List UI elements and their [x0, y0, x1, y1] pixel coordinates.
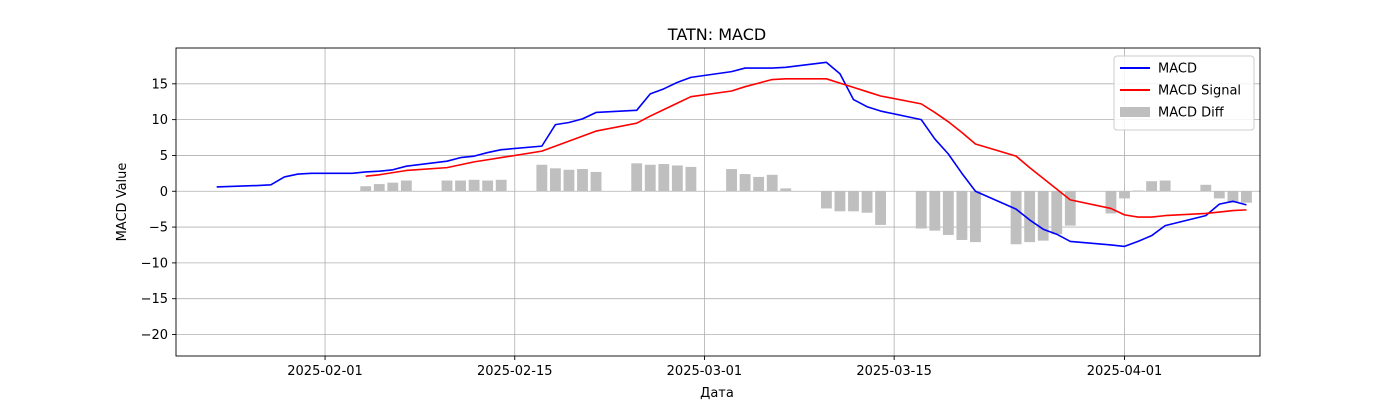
y-tick-label: −20 — [141, 328, 168, 343]
macd-diff-bar — [536, 164, 548, 192]
x-tick-label: 2025-02-01 — [287, 364, 363, 379]
x-tick-label: 2025-02-15 — [477, 364, 553, 379]
macd-diff-bar — [1227, 191, 1239, 203]
macd-diff-bar — [455, 180, 466, 192]
macd-diff-bar — [563, 169, 575, 192]
plot-frame — [175, 47, 1261, 357]
x-axis-label: Дата — [700, 386, 734, 400]
macd-diff-bar — [468, 179, 480, 192]
macd-diff-bar — [482, 180, 494, 192]
y-tick-label: −15 — [141, 292, 168, 307]
macd-diff-bar — [875, 191, 887, 225]
y-tick-label: 5 — [160, 149, 168, 164]
macd-diff-bar — [929, 191, 941, 231]
macd-diff-bar — [861, 191, 873, 213]
macd-diff-bar — [644, 164, 656, 192]
macd-diff-bar — [671, 165, 683, 192]
macd-diff-bar — [1213, 191, 1225, 199]
x-tick-label: 2025-03-01 — [667, 364, 743, 379]
macd-diff-bar — [577, 169, 588, 192]
macd-diff-bar — [726, 169, 737, 192]
macd-diff-bar — [848, 191, 859, 212]
macd-diff-bar — [658, 164, 670, 192]
macd-diff-bar — [1051, 191, 1063, 235]
macd-diff-bar — [1119, 191, 1130, 199]
macd-diff-bar — [441, 180, 453, 192]
macd-diff-bar — [373, 184, 385, 192]
macd-diff-bar — [1024, 191, 1036, 243]
macd-diff-bar — [631, 163, 643, 192]
macd-diff-bar — [1132, 190, 1144, 192]
chart-title: TATN: MACD — [667, 25, 766, 44]
legend: MACD MACD Signal MACD Diff — [1113, 55, 1255, 131]
macd-diff-bar — [387, 182, 399, 192]
legend-swatch — [1120, 107, 1150, 117]
y-axis-label: MACD Value — [115, 163, 130, 242]
legend-label: MACD Signal — [1158, 84, 1241, 99]
macd-diff-bar — [1010, 191, 1022, 245]
macd-signal-line — [365, 78, 1247, 218]
y-tick-label: −10 — [141, 256, 168, 271]
legend-label: MACD — [1158, 62, 1197, 77]
macd-diff-bar — [1159, 180, 1171, 192]
macd-diff-bar — [495, 179, 507, 192]
x-tick-label: 2025-04-01 — [1087, 364, 1163, 379]
macd-diff-bar — [834, 191, 846, 212]
macd-diff-bar — [739, 174, 751, 192]
macd-diff-bar — [360, 186, 372, 192]
macd-diff-bar — [753, 176, 765, 192]
macd-diff-bar — [820, 191, 832, 209]
y-tick-label: −5 — [149, 221, 168, 236]
macd-diff-bar — [400, 180, 412, 192]
y-tick-label: 10 — [151, 113, 168, 128]
macd-diff-bars — [360, 163, 1252, 245]
macd-diff-bar — [590, 171, 602, 192]
macd-diff-bar — [1241, 191, 1252, 203]
macd-diff-bar — [1105, 191, 1117, 214]
y-tick-label: 0 — [160, 185, 168, 200]
x-tick-label: 2025-03-15 — [856, 364, 932, 379]
macd-line — [216, 61, 1247, 248]
macd-diff-bar — [942, 191, 954, 235]
macd-diff-bar — [1146, 181, 1158, 192]
macd-diff-bar — [766, 174, 778, 192]
macd-diff-bar — [1064, 191, 1076, 226]
grid — [176, 48, 1260, 356]
macd-diff-bar — [956, 191, 968, 240]
legend-label: MACD Diff — [1158, 106, 1225, 121]
macd-diff-bar — [970, 191, 981, 243]
y-tick-label: 15 — [151, 77, 168, 92]
macd-diff-bar — [1037, 191, 1049, 241]
macd-diff-bar — [685, 166, 697, 192]
macd-diff-bar — [1200, 184, 1212, 192]
macd-diff-bar — [915, 191, 927, 229]
macd-diff-bar — [780, 188, 792, 192]
macd-diff-bar — [549, 168, 561, 192]
